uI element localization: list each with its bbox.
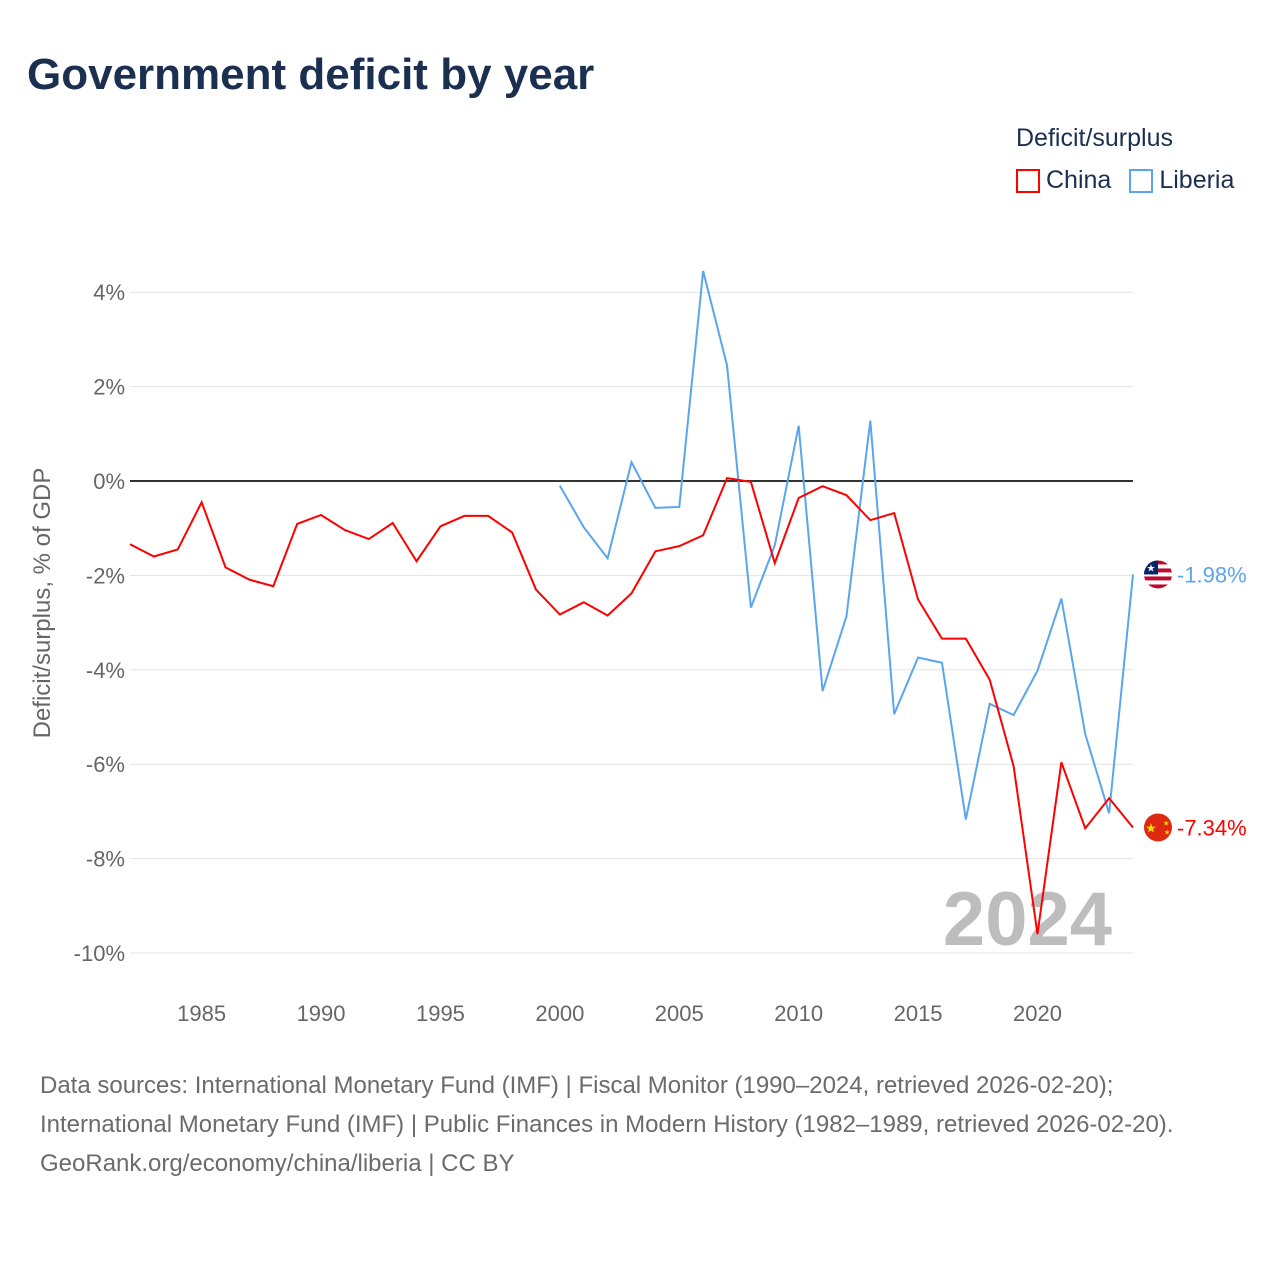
source-link[interactable]: GeoRank.org/economy/china/liberia | CC B… (40, 1150, 515, 1177)
legend-item-liberia[interactable]: Liberia (1129, 166, 1234, 195)
x-tick-label: 2015 (894, 1001, 943, 1026)
flag-star: ★ (1164, 828, 1170, 836)
flag-china-bg (1144, 813, 1172, 842)
x-tick-label: 2010 (774, 1001, 823, 1026)
y-axis-label: Deficit/surplus, % of GDP (29, 468, 56, 739)
x-tick-label: 2020 (1013, 1001, 1062, 1026)
flag-star: ★ (1145, 820, 1157, 835)
x-tick-label: 2000 (535, 1001, 584, 1026)
sources: Data sources: International Monetary Fun… (40, 1066, 1240, 1183)
flag-stripe (1144, 576, 1172, 581)
x-tick-label: 1985 (177, 1001, 226, 1026)
flag-liberia-body: ★ (1144, 560, 1172, 589)
flag-stripe (1144, 580, 1172, 585)
flag-liberia-icon: ★ (1144, 560, 1172, 589)
x-tick-label: 2005 (655, 1001, 704, 1026)
source-text: Data sources: International Monetary Fun… (40, 1072, 1174, 1138)
series-line-china (129, 477, 1134, 935)
legend-label-china: China (1046, 166, 1112, 194)
series-line-liberia (558, 270, 1134, 820)
y-tick-label: 0% (93, 469, 125, 494)
legend-title: Deficit/surplus (1016, 124, 1173, 152)
flag-china-icon: ★ ★★ (1144, 813, 1172, 842)
y-tick-label: -2% (86, 563, 125, 588)
y-tick-label: -10% (74, 941, 125, 966)
y-tick-label: 2% (93, 375, 125, 400)
end-label-liberia: -1.98% (1177, 562, 1247, 587)
legend-label-liberia: Liberia (1159, 166, 1235, 194)
y-tick-label: -8% (86, 847, 125, 872)
y-tick-label: -6% (86, 752, 125, 777)
x-tick-label: 1990 (297, 1001, 346, 1026)
legend-swatch-china (1016, 168, 1040, 193)
flag-star: ★ (1163, 819, 1169, 827)
x-tick-label: 1995 (416, 1001, 465, 1026)
legend-item-china[interactable]: China (1016, 166, 1111, 195)
year-watermark: 2024 (943, 877, 1112, 962)
legend: China Liberia (1016, 166, 1234, 195)
chart-title: Government deficit by year (27, 50, 595, 99)
flag-star: ★ (1147, 563, 1156, 574)
y-tick-label: 4% (93, 280, 125, 305)
legend-swatch-liberia (1129, 168, 1154, 193)
flag-stripe (1144, 584, 1172, 589)
end-label-china: -7.34% (1177, 815, 1247, 840)
y-tick-label: -4% (86, 658, 125, 683)
